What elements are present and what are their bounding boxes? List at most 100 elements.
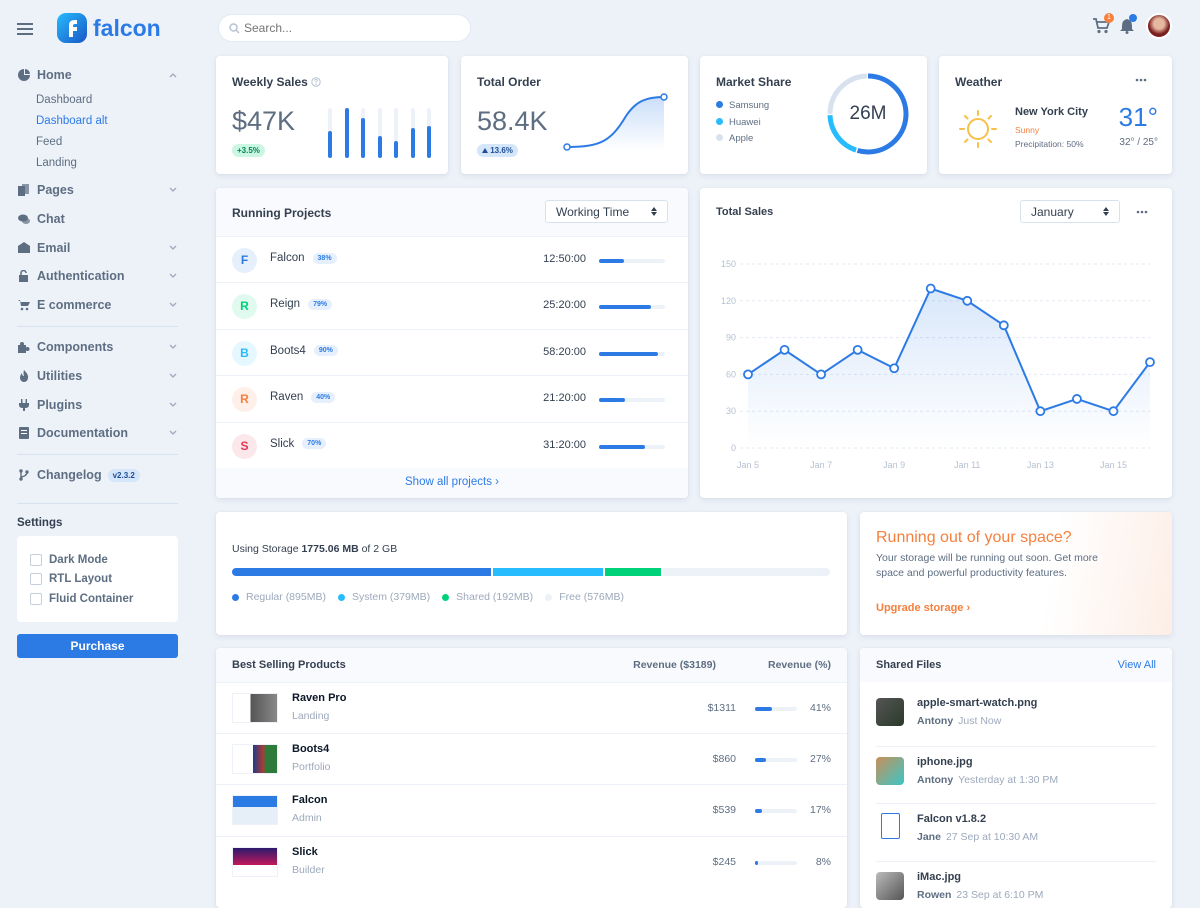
sales-point[interactable]: [744, 370, 752, 378]
sales-point[interactable]: [1000, 321, 1008, 329]
brand-logo[interactable]: falcon: [57, 13, 161, 43]
file-name[interactable]: apple-smart-watch.png: [917, 697, 1037, 709]
weekly-bar: [361, 118, 365, 158]
sales-point[interactable]: [1036, 407, 1044, 415]
sidebar-item-email[interactable]: Email: [17, 238, 177, 258]
help-icon[interactable]: [311, 77, 321, 87]
product-name[interactable]: Falcon: [292, 794, 327, 806]
sales-point[interactable]: [1109, 407, 1117, 415]
fluid-container-checkbox[interactable]: Fluid Container: [30, 589, 178, 609]
weekly-sales-bar-chart: [328, 108, 434, 158]
product-thumbnail: [232, 693, 278, 723]
chevron-down-icon: [169, 401, 177, 409]
product-name[interactable]: Slick: [292, 846, 318, 858]
sales-point[interactable]: [781, 346, 789, 354]
sidebar-item-label: Chat: [37, 212, 65, 226]
sidebar-item-label: Documentation: [37, 426, 128, 440]
more-options-icon[interactable]: [1136, 210, 1148, 214]
sidebar-item-pages[interactable]: Pages: [17, 180, 177, 200]
sales-point[interactable]: [1146, 358, 1154, 366]
sidebar-item-label: Plugins: [37, 398, 82, 412]
sidebar-item-label: E commerce: [37, 298, 111, 312]
sidebar-subitem-dashboard[interactable]: Dashboard: [36, 94, 92, 106]
file-name[interactable]: Falcon v1.8.2: [917, 813, 986, 825]
y-tick-label: 150: [721, 259, 736, 269]
file-user: Rowen: [917, 889, 951, 901]
change-badge: +3.5%: [232, 144, 265, 157]
sidebar-subitem-dashboard-alt[interactable]: Dashboard alt: [36, 115, 108, 127]
purchase-button[interactable]: Purchase: [17, 634, 178, 658]
weather-temp: 31°: [1119, 102, 1158, 133]
sidebar-subitem-landing[interactable]: Landing: [36, 157, 77, 169]
sales-point[interactable]: [927, 285, 935, 293]
sidebar-item-ecommerce[interactable]: E commerce: [17, 295, 177, 315]
product-revenue-pct: 41%: [801, 702, 831, 714]
working-time-select[interactable]: Working Time: [545, 200, 668, 223]
dark-mode-checkbox[interactable]: Dark Mode: [30, 550, 178, 570]
upgrade-storage-link[interactable]: Upgrade storage ›: [876, 602, 970, 614]
weather-card: Weather New York City Sunny Precipitatio…: [939, 56, 1172, 174]
card-title: Market Share: [716, 75, 791, 89]
avatar[interactable]: [1146, 13, 1172, 39]
product-name[interactable]: Raven Pro: [292, 692, 346, 704]
sidebar-item-chat[interactable]: Chat: [17, 209, 177, 229]
month-select[interactable]: January: [1020, 200, 1120, 223]
storage-legend: Regular (895MB)System (379MB)Shared (192…: [232, 591, 624, 603]
total-order-card: Total Order 58.4K 13.6%: [461, 56, 688, 174]
rtl-layout-checkbox[interactable]: RTL Layout: [30, 570, 178, 590]
project-name[interactable]: Slick: [270, 438, 294, 450]
sales-point[interactable]: [817, 370, 825, 378]
revenue-progress: [755, 861, 797, 865]
file-name[interactable]: iphone.jpg: [917, 756, 973, 768]
project-name[interactable]: Reign: [270, 298, 300, 310]
search-box[interactable]: [218, 14, 471, 42]
project-name[interactable]: Falcon: [270, 252, 305, 264]
sales-point[interactable]: [963, 297, 971, 305]
sidebar-item-authentication[interactable]: Authentication: [17, 266, 177, 286]
sidebar-item-utilities[interactable]: Utilities: [17, 366, 177, 386]
sidebar-subitem-feed[interactable]: Feed: [36, 136, 62, 148]
sidebar-item-home[interactable]: Home: [17, 65, 177, 85]
column-header-revenue-pct[interactable]: Revenue (%): [736, 659, 831, 671]
storage-label: Using Storage 1775.06 MB of 2 GB: [232, 543, 397, 555]
column-header-revenue[interactable]: Revenue ($3189): [596, 659, 716, 671]
storage-legend-item: System (379MB): [338, 591, 430, 603]
view-all-link[interactable]: View All: [1100, 659, 1156, 671]
search-input[interactable]: [244, 21, 444, 35]
sales-point[interactable]: [890, 364, 898, 372]
sidebar-item-plugins[interactable]: Plugins: [17, 395, 177, 415]
sidebar-item-documentation[interactable]: Documentation: [17, 423, 177, 443]
show-all-projects-link[interactable]: Show all projects ›: [216, 476, 688, 488]
sales-point[interactable]: [1073, 395, 1081, 403]
sales-point[interactable]: [854, 346, 862, 354]
project-time: 12:50:00: [534, 253, 586, 265]
product-name[interactable]: Boots4: [292, 743, 329, 755]
project-name[interactable]: Boots4: [270, 345, 306, 357]
upgrade-text: Your storage will be running out soon. G…: [876, 551, 1126, 581]
file-time: Yesterday at 1:30 PM: [958, 774, 1058, 786]
legend-dot: [232, 594, 239, 601]
file-name[interactable]: iMac.jpg: [917, 871, 961, 883]
sidebar-item-components[interactable]: Components: [17, 337, 177, 357]
code-branch-icon: [17, 468, 31, 482]
menu-toggle-icon[interactable]: [17, 23, 33, 35]
more-options-icon[interactable]: [1135, 78, 1147, 82]
project-name[interactable]: Raven: [270, 391, 303, 403]
legend-label: Regular (895MB): [246, 591, 326, 603]
